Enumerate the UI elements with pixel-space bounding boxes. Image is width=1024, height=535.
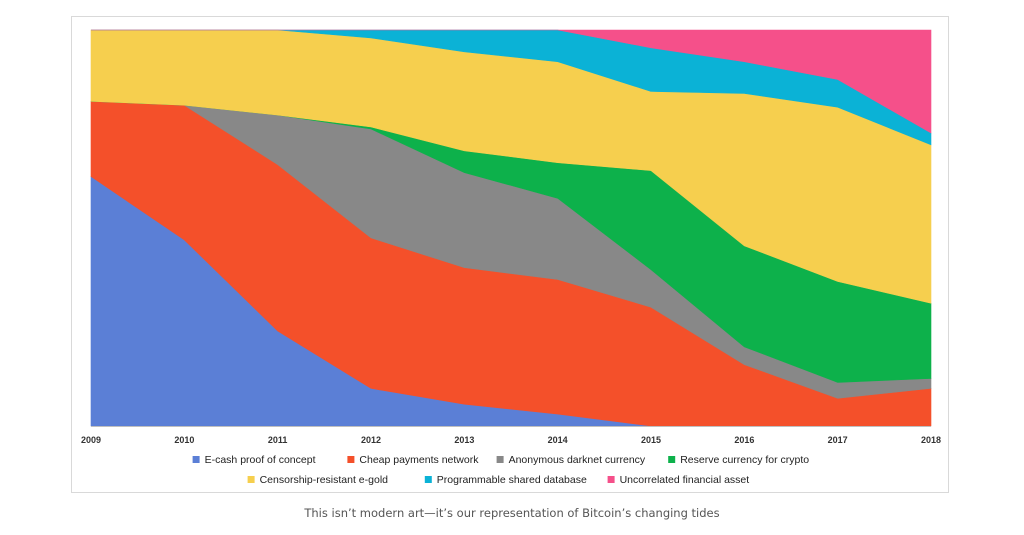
legend-swatch-programmable-shared-database	[424, 476, 432, 483]
stacked-area-chart: 2009 2010 2011 2012 2013 2014 2015 2016 2017 2018…	[81, 29, 941, 486]
legend-swatch-reserve-currency-for-crypto	[668, 456, 676, 463]
legend-label-reserve-currency-for-crypto: Reserve currency for crypto	[680, 454, 809, 466]
chart-legend: E-cash proof of concept Cheap payments ne…	[192, 454, 809, 486]
x-tick-label: 2011	[268, 435, 288, 445]
chart-areas	[90, 29, 932, 427]
x-tick-label: 2014	[548, 435, 568, 445]
x-tick-label: 2010	[174, 435, 194, 445]
area-uncorrelated-financial-asset	[91, 29, 932, 134]
x-tick-label: 2016	[734, 435, 754, 445]
legend-swatch-cheap-payments-network	[347, 456, 355, 463]
x-tick-label: 2009	[81, 435, 101, 445]
legend-swatch-anonymous-darknet-currency	[496, 456, 504, 463]
x-tick-label: 2013	[454, 435, 474, 445]
x-tick-label: 2015	[641, 435, 661, 445]
legend-swatch-censorship-resistant-e-gold	[247, 476, 255, 483]
x-tick-label: 2012	[361, 435, 381, 445]
x-axis: 2009 2010 2011 2012 2013 2014 2015 2016 2017 2018	[81, 426, 941, 445]
legend-label-censorship-resistant-e-gold: Censorship-resistant e-gold	[260, 474, 389, 486]
legend-label-e-cash-proof-of-concept: E-cash proof of concept	[205, 454, 316, 466]
legend-label-cheap-payments-network: Cheap payments network	[359, 454, 479, 466]
legend-label-anonymous-darknet-currency: Anonymous darknet currency	[509, 454, 646, 466]
figure-caption: This isn’t modern art—it’s our represent…	[304, 506, 720, 520]
legend-label-programmable-shared-database: Programmable shared database	[437, 474, 587, 486]
x-tick-label: 2018	[921, 435, 941, 445]
legend-swatch-e-cash-proof-of-concept	[192, 456, 200, 463]
x-tick-label: 2017	[828, 435, 848, 445]
legend-swatch-uncorrelated-financial-asset	[607, 476, 615, 483]
legend-label-uncorrelated-financial-asset: Uncorrelated financial asset	[620, 474, 750, 486]
